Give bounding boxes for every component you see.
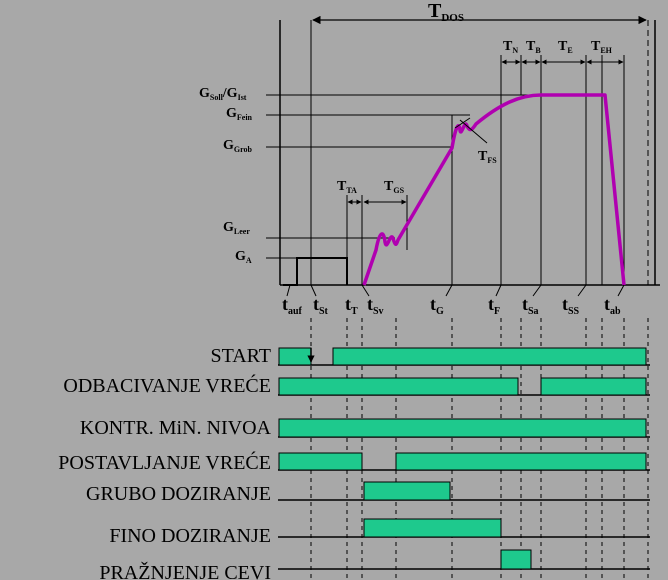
signal-start: START [210, 345, 650, 367]
t-b-label: TB [526, 39, 541, 55]
signal-pipe-empty-label: PRAŽNJENJE CEVI [99, 561, 271, 580]
signal-bag-place: POSTAVLJANJE VREĆE [58, 450, 650, 474]
time-mark-ticks [286, 284, 625, 297]
signal-bag-eject: ODBACIVANJE VREĆE [63, 373, 650, 397]
t-t-label: tT [345, 294, 358, 317]
g-a-label: GA [235, 249, 252, 265]
signal-min-level-label: KONTR. MiN. NIVOA [80, 417, 272, 439]
t-fs-leader [459, 119, 488, 144]
t-ta-label: TTA [337, 179, 357, 195]
t-ab-label: tab [604, 294, 621, 317]
t-fs-tick-a [454, 117, 471, 129]
g-soll-ist-label: GSoll/GIst [199, 86, 247, 102]
weight-level-lines [266, 94, 548, 259]
signal-bag-eject-label: ODBACIVANJE VREĆE [63, 373, 271, 397]
t-dos-label: TDOS [428, 0, 464, 24]
g-grob-label: GGrob [223, 138, 253, 154]
time-mark-labels: tauf tSt tT tSv tG tF tSa tSS tab [282, 294, 621, 317]
g-fein-label: GFein [226, 106, 253, 122]
signal-coarse-dosing-label: GRUBO DOZIRANJE [86, 483, 271, 505]
weight-plot: TDOS TTA TGS TN TB TE TEH TFS GSoll/GIst… [199, 0, 660, 317]
t-gs-label: TGS [384, 179, 405, 195]
t-st-label: tSt [313, 294, 329, 317]
signal-min-level: KONTR. MiN. NIVOA [80, 417, 650, 439]
t-ss-label: tSS [562, 294, 580, 317]
signal-timelines: START ODBACIVANJE VREĆE KONTR. MiN. NIVO… [58, 318, 650, 580]
signal-start-label: START [210, 345, 271, 367]
t-fs-label: TFS [478, 149, 497, 165]
t-e-label: TE [558, 39, 573, 55]
signal-fine-dosing-label: FINO DOZIRANJE [109, 525, 271, 547]
t-eh-label: TEH [591, 39, 613, 55]
signal-coarse-dosing: GRUBO DOZIRANJE [86, 481, 650, 505]
t-auf-label: tauf [282, 294, 303, 317]
signal-fine-dosing: FINO DOZIRANJE [109, 518, 650, 547]
t-f-label: tF [488, 294, 500, 317]
t-n-label: TN [503, 39, 518, 55]
signal-pipe-empty: PRAŽNJENJE CEVI [99, 549, 650, 580]
t-sv-label: tSv [367, 294, 384, 317]
time-marker-lines [310, 20, 625, 285]
t-sa-label: tSa [522, 294, 539, 317]
t-g-label: tG [430, 294, 444, 317]
bag-weight-pulse [283, 257, 348, 286]
signal-bag-place-label: POSTAVLJANJE VREĆE [58, 450, 271, 474]
g-leer-label: GLeer [223, 220, 250, 236]
